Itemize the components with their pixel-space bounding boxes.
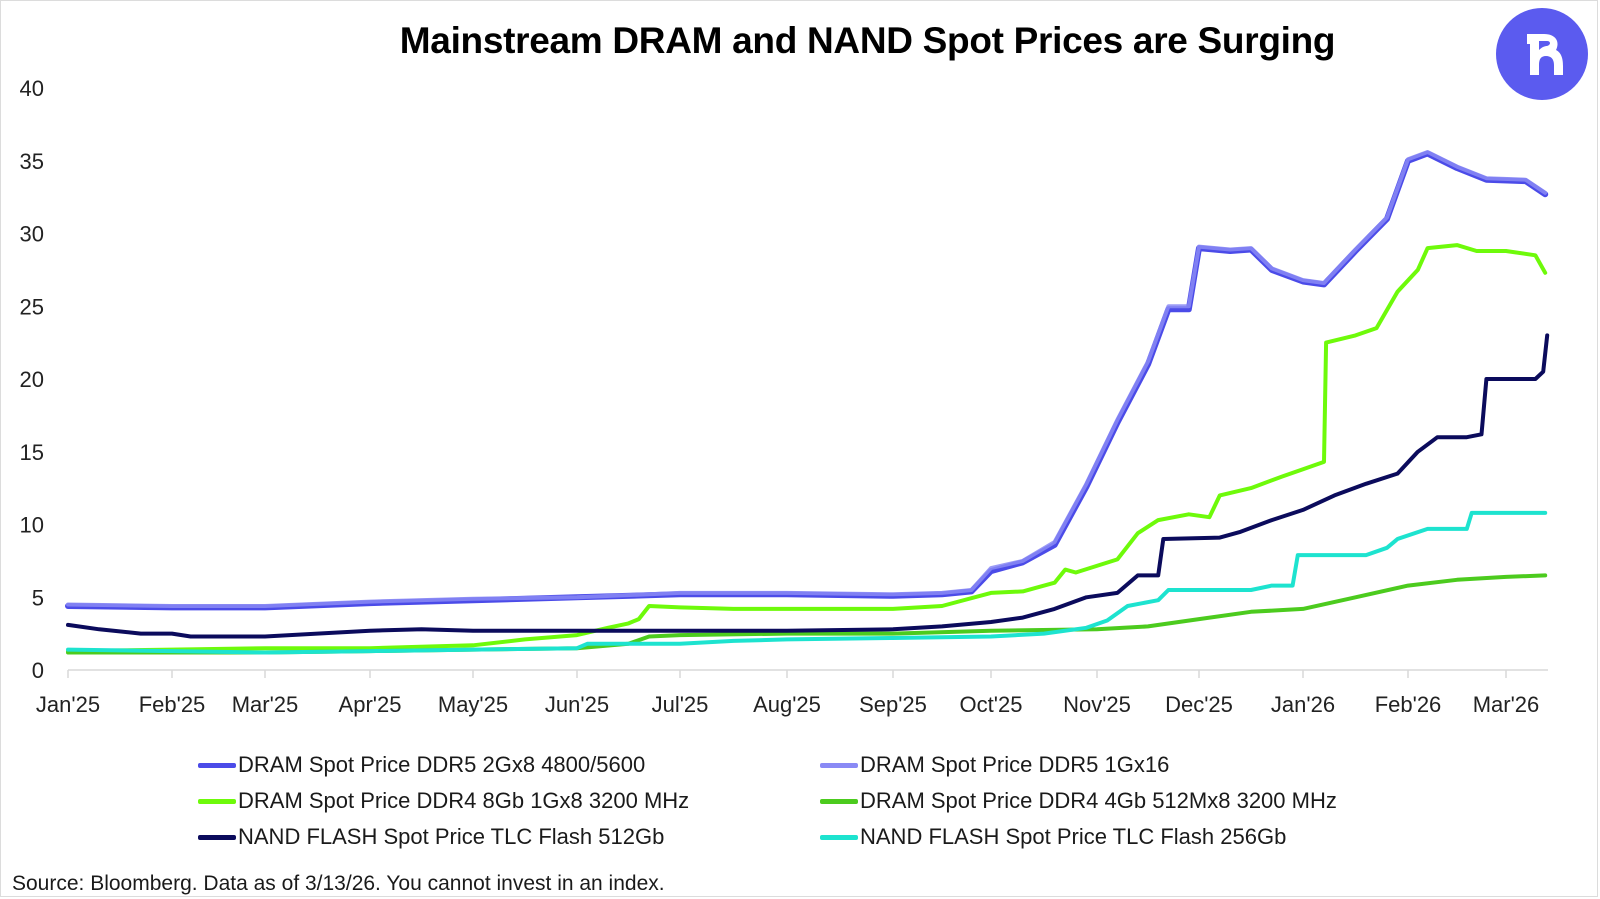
series-line-3 [66,243,1548,654]
x-tick-label: Aug'25 [753,692,821,717]
source-note: Source: Bloomberg. Data as of 3/13/26. Y… [12,872,665,895]
legend-label: DRAM Spot Price DDR5 2Gx8 4800/5600 [238,752,646,777]
legend-label: DRAM Spot Price DDR4 4Gb 512Mx8 3200 MHz [860,788,1337,813]
x-tick-label: Jan'26 [1271,692,1335,717]
series-line-2 [66,150,1548,608]
x-tick-label: Mar'26 [1473,692,1540,717]
y-tick-label: 20 [20,367,44,392]
series-line-5 [66,333,1550,639]
axes: Jan'25 Feb'25 Mar'25 Apr'25 May'25 Jun'25 Jul'… [20,76,1548,717]
x-tick-label: Jun'25 [545,692,609,717]
series-lines [65,150,1550,655]
legend-label: NAND FLASH Spot Price TLC Flash 256Gb [860,824,1287,849]
legend-label: DRAM Spot Price DDR4 8Gb 1Gx8 3200 MHz [238,788,690,813]
line-chart: Jan'25 Feb'25 Mar'25 Apr'25 May'25 Jun'25 Jul'… [20,76,1550,717]
y-tick-label: 15 [20,440,44,465]
legend-swatch [198,798,236,804]
y-tick-label: 35 [20,149,44,174]
legend-item: DRAM Spot Price DDR4 4Gb 512Mx8 3200 MHz [820,788,1337,814]
legend-item: DRAM Spot Price DDR4 8Gb 1Gx8 3200 MHz [198,788,689,814]
x-tick-label: Apr'25 [339,692,402,717]
y-tick-label: 30 [20,222,44,247]
legend-item: NAND FLASH Spot Price TLC Flash 256Gb [820,824,1286,850]
x-tick-label: Jul'25 [652,692,709,717]
x-tick-label: May'25 [438,692,508,717]
y-tick-label: 25 [20,294,44,319]
chart-title: Mainstream DRAM and NAND Spot Prices are… [399,20,1336,61]
y-tick-label: 0 [32,658,44,683]
legend-item: DRAM Spot Price DDR5 2Gx8 4800/5600 [198,752,645,778]
legend-swatch [820,834,858,840]
x-tick-label: Oct'25 [960,692,1023,717]
x-tick-label: Dec'25 [1165,692,1233,717]
legend-label: DRAM Spot Price DDR5 1Gx16 [860,752,1170,777]
x-tick-label: Feb'25 [139,692,206,717]
x-tick-label: Sep'25 [859,692,927,717]
brand-logo-glyph [1527,34,1563,75]
x-tick-label: Nov'25 [1063,692,1131,717]
legend-item: NAND FLASH Spot Price TLC Flash 512Gb [198,824,664,850]
legend-swatch [198,762,236,768]
brand-logo-r-icon [1496,8,1588,100]
legend-item: DRAM Spot Price DDR5 1Gx16 [820,752,1169,778]
y-tick-label: 5 [32,585,44,610]
x-tick-label: Jan'25 [36,692,100,717]
y-tick-label: 40 [20,76,44,101]
legend-label: NAND FLASH Spot Price TLC Flash 512Gb [238,824,665,849]
legend-swatch [820,798,858,804]
x-tick-label: Mar'25 [232,692,299,717]
series-line-6 [66,510,1548,655]
legend-swatch [820,762,858,768]
x-tick-label: Feb'26 [1375,692,1442,717]
y-tick-label: 10 [20,513,44,538]
legend-swatch [198,834,236,840]
